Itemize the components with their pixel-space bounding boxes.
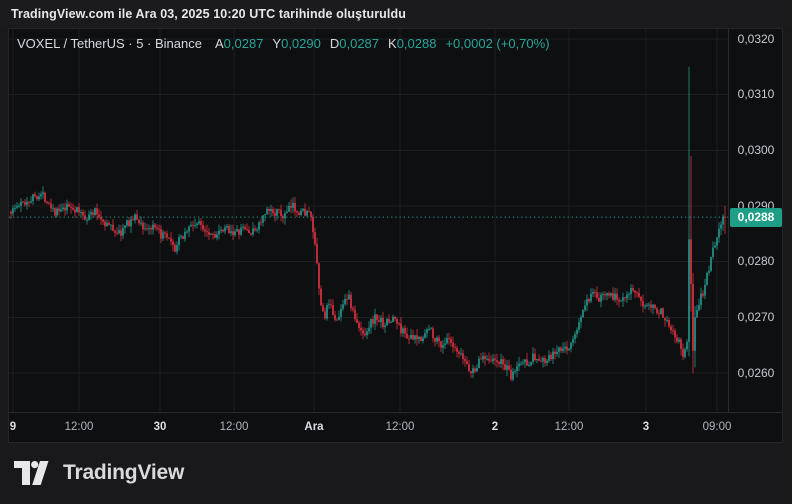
price-axis-label: 0,0300	[737, 142, 775, 157]
time-axis-label: 09:00	[702, 421, 732, 433]
time-axis-label: 2	[491, 421, 499, 433]
time-axis-label: 12:00	[554, 421, 584, 433]
low-value: D0,0287	[330, 36, 379, 51]
price-axis-label: 0,0280	[737, 254, 775, 269]
time-axis-label: Ara	[304, 421, 324, 433]
chart-legend: VOXEL / TetherUS · 5 · Binance A0,0287 Y…	[17, 36, 550, 52]
time-axis-separator	[9, 412, 782, 413]
candles	[10, 66, 726, 382]
current-price-label: 0,0288	[730, 207, 782, 227]
open-letter: A	[214, 36, 224, 51]
tradingview-logo-icon	[14, 461, 49, 485]
time-axis-label: 12:00	[385, 421, 415, 433]
brand-name: TradingView	[63, 461, 185, 484]
price-axis-label: 0,0260	[737, 365, 775, 380]
price-axis-label: 0,0320	[737, 31, 775, 46]
high-number: 0,0290	[281, 36, 321, 51]
price-axis-label: 0,0270	[737, 309, 775, 324]
symbol-title[interactable]: VOXEL / TetherUS · 5 · Binance	[17, 36, 202, 51]
low-letter: D	[329, 36, 340, 51]
low-number: 0,0287	[339, 36, 380, 51]
attribution-bar: TradingView.com ile Ara 03, 2025 10:20 U…	[0, 0, 792, 28]
gridlines	[9, 29, 728, 412]
price-axis-label: 0,0310	[737, 87, 775, 102]
close-number: 0,0288	[396, 36, 437, 51]
chart-panel: VOXEL / TetherUS · 5 · Binance A0,0287 Y…	[8, 28, 783, 443]
close-letter: K	[388, 36, 397, 51]
open-number: 0,0287	[223, 36, 264, 51]
time-axis-label: 3	[642, 421, 650, 433]
price-axis-separator	[728, 29, 729, 412]
time-axis-label: 12:00	[64, 421, 94, 433]
time-axis-label: 12:00	[219, 421, 249, 433]
tradingview-branding: TradingView	[14, 453, 184, 493]
price-axis[interactable]: 0,0320 0,0310 0,0300 0,0290 0,0280 0,0270 0,02…	[729, 29, 783, 412]
change-value: +0,0002 (+0,70%)	[445, 36, 550, 51]
time-axis-label: 30	[153, 421, 167, 433]
attribution-text: TradingView.com ile Ara 03, 2025 10:20 U…	[11, 7, 406, 21]
high-value: Y0,0290	[272, 36, 320, 51]
close-value: K0,0288	[388, 36, 436, 51]
high-letter: Y	[272, 36, 282, 51]
time-axis[interactable]: 9 12:00 30 12:00 Ara 12:00 2 12:00 3 09:00	[9, 413, 732, 443]
candlestick-chart[interactable]	[9, 29, 728, 412]
open-value: A0,0287	[215, 36, 263, 51]
time-axis-label: 9	[9, 421, 17, 433]
ohlc-values: A0,0287 Y0,0290 D0,0287 K0,0288 +0,0002 …	[215, 36, 550, 51]
